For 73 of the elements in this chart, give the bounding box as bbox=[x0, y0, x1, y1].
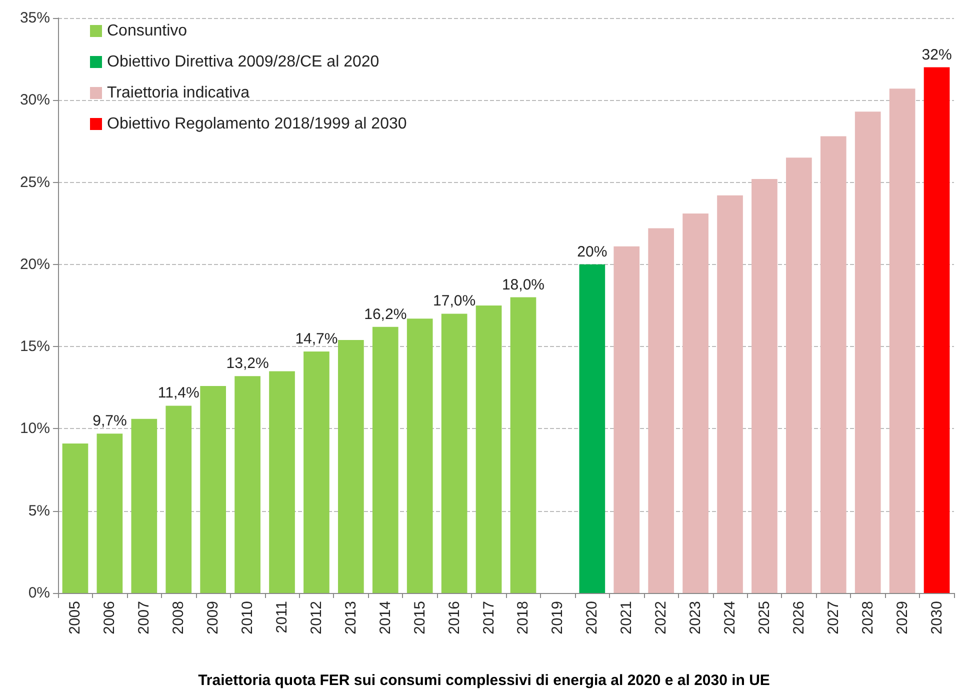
y-tick-label: 35% bbox=[20, 10, 50, 26]
legend-label: Obiettivo Regolamento 2018/1999 al 2030 bbox=[107, 116, 407, 132]
x-tick-label: 2026 bbox=[790, 601, 808, 634]
x-tick-label: 2010 bbox=[239, 601, 256, 634]
bar bbox=[854, 112, 881, 593]
bar bbox=[476, 306, 502, 593]
x-tick-label: 2012 bbox=[308, 601, 325, 634]
bar bbox=[200, 386, 226, 593]
bar bbox=[131, 418, 158, 593]
data-label: 18,0% bbox=[502, 276, 545, 294]
bar bbox=[166, 406, 192, 593]
x-tick-label: 2011 bbox=[274, 601, 290, 634]
data-label: 16,2% bbox=[364, 306, 407, 323]
x-tick-label: 2027 bbox=[824, 601, 842, 634]
y-tick-label: 15% bbox=[20, 338, 50, 356]
x-tick-label: 2016 bbox=[446, 601, 463, 634]
x-tick-label: 2028 bbox=[859, 601, 876, 634]
x-tick-label: 2020 bbox=[584, 601, 601, 634]
x-tick-label: 2018 bbox=[514, 601, 532, 634]
x-tick-label: 2015 bbox=[411, 601, 428, 634]
data-label: 32% bbox=[922, 46, 952, 64]
bar bbox=[234, 376, 260, 593]
x-tick-label: 2014 bbox=[376, 601, 394, 634]
x-tick-label: 2030 bbox=[928, 601, 946, 634]
bar bbox=[269, 371, 295, 593]
legend-label: Obiettivo Direttiva 2009/28/CE al 2020 bbox=[107, 54, 380, 70]
x-tick-label: 2008 bbox=[170, 601, 188, 634]
x-tick-label: 2023 bbox=[687, 601, 704, 634]
data-label: 9,7% bbox=[92, 412, 127, 430]
x-tick-label: 2021 bbox=[618, 601, 636, 634]
data-label: 20% bbox=[577, 243, 608, 260]
bar bbox=[338, 340, 364, 593]
bar bbox=[372, 326, 398, 593]
bar bbox=[924, 67, 950, 593]
y-tick-label: 25% bbox=[20, 174, 50, 191]
x-tick-label: 2025 bbox=[756, 601, 773, 634]
bar bbox=[752, 179, 778, 593]
legend-label: Consuntivo bbox=[107, 22, 188, 40]
x-tick-label: 2007 bbox=[136, 601, 153, 634]
y-tick-label: 0% bbox=[28, 584, 50, 602]
y-tick-label: 5% bbox=[28, 502, 50, 520]
legend-label: Traiettoria indicativa bbox=[107, 84, 250, 102]
x-tick-label: 2009 bbox=[204, 601, 222, 634]
bar bbox=[648, 228, 674, 593]
bar bbox=[820, 136, 846, 593]
data-label: 13,2% bbox=[226, 355, 269, 372]
bar bbox=[441, 314, 468, 593]
data-label: 17,0% bbox=[433, 292, 476, 310]
x-tick-label: 2005 bbox=[66, 601, 84, 634]
bar bbox=[510, 297, 536, 593]
bar bbox=[889, 88, 916, 593]
bar bbox=[96, 434, 123, 593]
y-tick-label: 20% bbox=[20, 256, 50, 273]
bar bbox=[786, 158, 812, 593]
x-tick-label: 2013 bbox=[342, 601, 360, 634]
x-tick-label: 2022 bbox=[652, 601, 670, 634]
y-tick-label: 30% bbox=[20, 92, 50, 109]
bar bbox=[717, 195, 743, 593]
bar bbox=[614, 246, 640, 593]
bar bbox=[406, 318, 433, 593]
x-tick-label: 2029 bbox=[894, 601, 911, 634]
bar bbox=[304, 352, 330, 593]
x-tick-label: 2019 bbox=[549, 601, 566, 634]
bar bbox=[62, 444, 88, 593]
bar bbox=[682, 214, 708, 593]
x-tick-label: 2006 bbox=[101, 601, 118, 634]
text: Traiettoria quota FER sui consumi complessivi di energia al 2020 e al 2030 in UE bbox=[198, 672, 770, 689]
data-label: 11,4% bbox=[158, 384, 200, 402]
data-label: 14,7% bbox=[295, 330, 338, 348]
x-tick-label: 2017 bbox=[480, 601, 498, 634]
bar bbox=[579, 264, 606, 593]
x-tick-label: 2024 bbox=[722, 601, 738, 634]
y-tick-label: 10% bbox=[20, 420, 50, 438]
